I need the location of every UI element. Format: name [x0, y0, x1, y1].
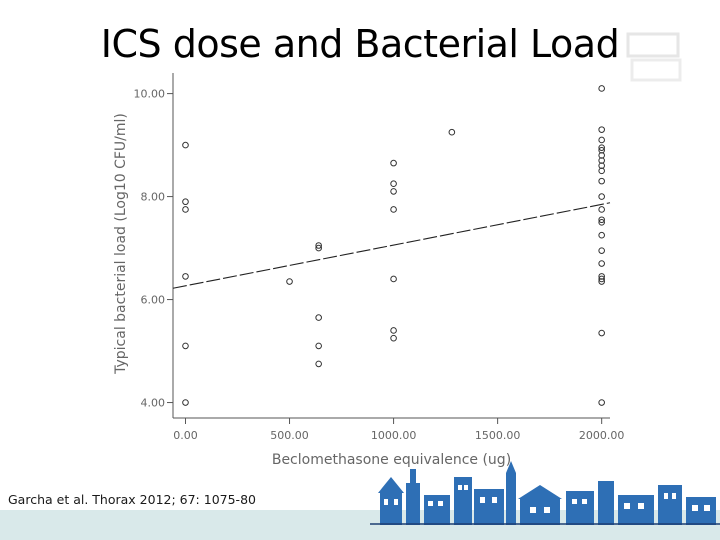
data-point: [598, 136, 605, 144]
data-point: [390, 206, 397, 213]
x-tick-label: 0.00: [173, 429, 198, 442]
data-point: [390, 275, 397, 283]
data-point: [598, 247, 605, 254]
data-point: [598, 219, 605, 226]
data-point: [315, 360, 322, 368]
data-point: [182, 198, 189, 206]
slide-title: ICS dose and Bacterial Load: [100, 22, 620, 66]
x-tick-label: 2000.00: [579, 429, 625, 442]
data-point: [315, 244, 322, 252]
data-point: [315, 242, 322, 249]
y-tick-label: 6.00: [141, 294, 166, 307]
data-point: [182, 141, 189, 149]
data-point: [182, 342, 189, 350]
data-point: [182, 206, 189, 213]
data-point: [315, 314, 322, 321]
data-point: [598, 278, 605, 285]
data-point: [598, 260, 605, 267]
x-tick-label: 1500.00: [475, 429, 521, 442]
data-point: [598, 144, 605, 151]
data-point: [315, 342, 322, 350]
chart-points-layer: [182, 85, 605, 406]
data-point: [598, 193, 605, 200]
data-point: [598, 206, 605, 213]
chart-labels-layer: 4.00 6.00 8.00 10.00 0.00 500.00 1000.00 1500.0…: [113, 88, 624, 468]
x-axis-title: Beclomethasone equivalence (ug): [272, 452, 511, 468]
citation-text: Garcha et al. Thorax 2012; 67: 1075-80: [8, 492, 256, 507]
data-point: [390, 334, 397, 342]
chart-trendline-layer: [172, 202, 611, 289]
y-tick-label: 4.00: [141, 397, 166, 410]
data-point: [598, 85, 605, 92]
data-point: [598, 231, 605, 239]
data-point: [390, 327, 397, 334]
data-point: [598, 177, 605, 185]
data-point: [182, 273, 189, 280]
data-point: [598, 329, 605, 337]
data-point: [598, 399, 605, 406]
data-point: [598, 275, 605, 283]
data-point: [598, 216, 605, 224]
trend-line: [172, 202, 611, 289]
city-skyline-icon: [370, 461, 720, 525]
data-point: [598, 167, 605, 175]
data-point: [182, 399, 189, 406]
chart-axes: [167, 73, 610, 424]
data-point: [448, 128, 456, 136]
y-tick-label: 10.00: [134, 88, 166, 101]
y-tick-label: 8.00: [141, 191, 166, 204]
data-point: [286, 278, 293, 285]
data-point: [390, 180, 397, 188]
data-point: [390, 159, 397, 167]
corner-logo-icon: [626, 32, 682, 82]
data-point: [598, 126, 605, 133]
x-tick-label: 500.00: [270, 429, 309, 442]
y-axis-title: Typical bacterial load (Log10 CFU/ml): [113, 113, 129, 375]
x-tick-label: 1000.00: [371, 429, 417, 442]
data-point: [390, 188, 397, 195]
